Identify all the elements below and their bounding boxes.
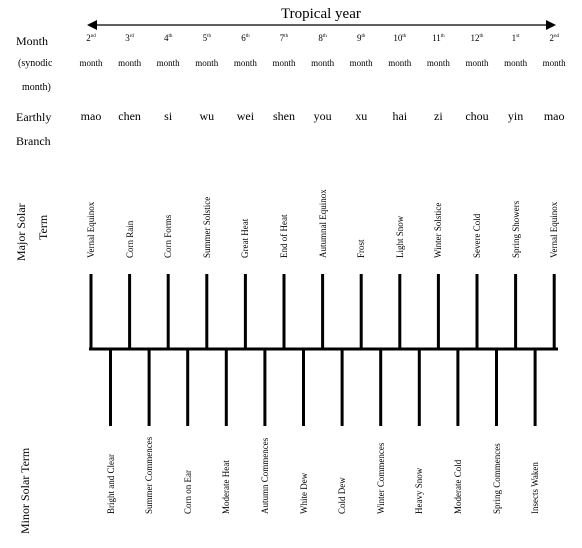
month-suffix: th (322, 34, 327, 39)
arrow-head-left (87, 20, 97, 30)
minor-solar-term: Insects Waken (530, 462, 541, 514)
earthly-branch: si (164, 109, 173, 123)
month-number: 10 (393, 33, 403, 43)
month-word: month (504, 58, 528, 68)
month-ordinal: 1st (496, 33, 536, 43)
month-suffix: nd (553, 34, 559, 39)
month-suffix: th (361, 34, 366, 39)
minor-solar-term: Winter Commences (375, 442, 386, 514)
major-solar-term: Vernal Equinox (86, 201, 96, 258)
minor-solar-term: White Dew (298, 472, 309, 514)
major-solar-term: Autumnal Equinox (317, 189, 328, 258)
major-solar-term: Summer Solstice (201, 196, 212, 258)
month-number: 12 (470, 33, 480, 43)
major-solar-term: End of Heat (279, 214, 289, 258)
earthly-branch: chen (118, 109, 141, 123)
major-solar-term: Great Heat (240, 218, 251, 258)
month-word: month (195, 58, 219, 68)
month-number: 2 (549, 33, 554, 43)
major-solar-term: Vernal Equinox (549, 201, 560, 258)
major-solar-term: Frost (356, 239, 367, 258)
month-number: 7 (279, 33, 285, 43)
earthly-branch: zi (434, 109, 443, 123)
month-word: month (542, 58, 566, 68)
major-solar-term: Severe Cold (472, 213, 482, 258)
month-ordinal: 5th (187, 33, 227, 43)
month-number: 11 (432, 33, 441, 43)
minor-solar-term: Summer Commences (144, 436, 155, 514)
arrow-head-right (546, 20, 556, 30)
month-word: month (426, 58, 450, 68)
month-suffix: nd (90, 34, 96, 39)
month-ordinal: 11th (418, 33, 458, 43)
earthly-branch: yin (507, 109, 524, 123)
month-number: 8 (318, 33, 323, 43)
earthly-branch: xu (355, 109, 368, 123)
month-suffix: th (207, 34, 211, 39)
month-suffix: th (284, 34, 289, 39)
month-number: 6 (241, 33, 246, 43)
month-ordinal: 4th (148, 33, 188, 43)
month-ordinal: 2nd (534, 33, 574, 43)
earthly-branch: mao (80, 109, 102, 123)
month-word: month (156, 58, 180, 68)
major-solar-term: Corn Forms (163, 214, 174, 258)
month-number: 5 (202, 33, 208, 43)
month-row-label: Month (16, 34, 49, 48)
earthly-branch: you (313, 109, 332, 123)
minor-solar-term: Moderate Cold (452, 459, 463, 514)
month-suffix: th (440, 34, 445, 39)
month-word: month (388, 58, 412, 68)
month-ordinal: 3rd (110, 33, 150, 43)
month-ordinal: 10th (380, 33, 420, 43)
minor-solar-term: Spring Commences (491, 443, 502, 514)
earthly-branch: shen (273, 109, 295, 123)
diagram-title: Tropical year (281, 6, 361, 22)
month-word: month (233, 58, 257, 68)
branch-label: Branch (16, 134, 51, 148)
month-word: month (465, 58, 489, 68)
synodic-label-line-2: month) (22, 82, 51, 93)
major-solar-term: Winter Solstice (433, 202, 444, 258)
earthly-branch: chou (465, 109, 489, 123)
month-word: month (118, 58, 142, 68)
month-ordinal: 9th (341, 33, 381, 43)
month-ordinal: 8th (303, 33, 343, 43)
month-suffix: th (479, 34, 484, 39)
month-ordinal: 12th (457, 33, 497, 43)
month-suffix: th (168, 34, 173, 39)
month-number: 9 (356, 33, 362, 43)
minor-solar-term: Autumn Commences (259, 437, 270, 514)
minor-solar-term: Cold Dew (337, 477, 348, 514)
earthly-branch: wei (236, 109, 255, 123)
month-suffix: th (402, 34, 407, 39)
month-word: month (311, 58, 335, 68)
month-word: month (349, 58, 373, 68)
month-word: month (79, 58, 103, 68)
month-number: 3 (125, 33, 130, 43)
major-solar-term: Light Snow (394, 215, 405, 258)
month-number: 4 (163, 33, 169, 43)
synodic-label-line-1: (synodic (18, 58, 53, 69)
month-ordinal: 2nd (71, 33, 111, 43)
month-word: month (272, 58, 296, 68)
minor-solar-term: Heavy Snow (414, 467, 425, 514)
earthly-label: Earthly (16, 110, 52, 124)
month-number: 1 (511, 33, 517, 43)
month-suffix: st (516, 34, 520, 39)
minor-solar-term: Bright and Clear (105, 454, 116, 514)
month-ordinal: 7th (264, 33, 304, 43)
month-suffix: th (245, 34, 250, 39)
major-solar-term: Corn Rain (124, 220, 135, 258)
minor-solar-term: Moderate Heat (221, 460, 232, 514)
major-solar-term: Spring Showers (510, 200, 521, 258)
minor-solar-term: Corn on Ear (182, 470, 193, 514)
month-ordinal: 6th (225, 33, 265, 43)
earthly-branch: mao (543, 109, 565, 123)
earthly-branch: hai (392, 109, 408, 123)
month-suffix: rd (129, 34, 134, 39)
month-number: 2 (86, 33, 91, 43)
earthly-branch: wu (199, 109, 215, 123)
